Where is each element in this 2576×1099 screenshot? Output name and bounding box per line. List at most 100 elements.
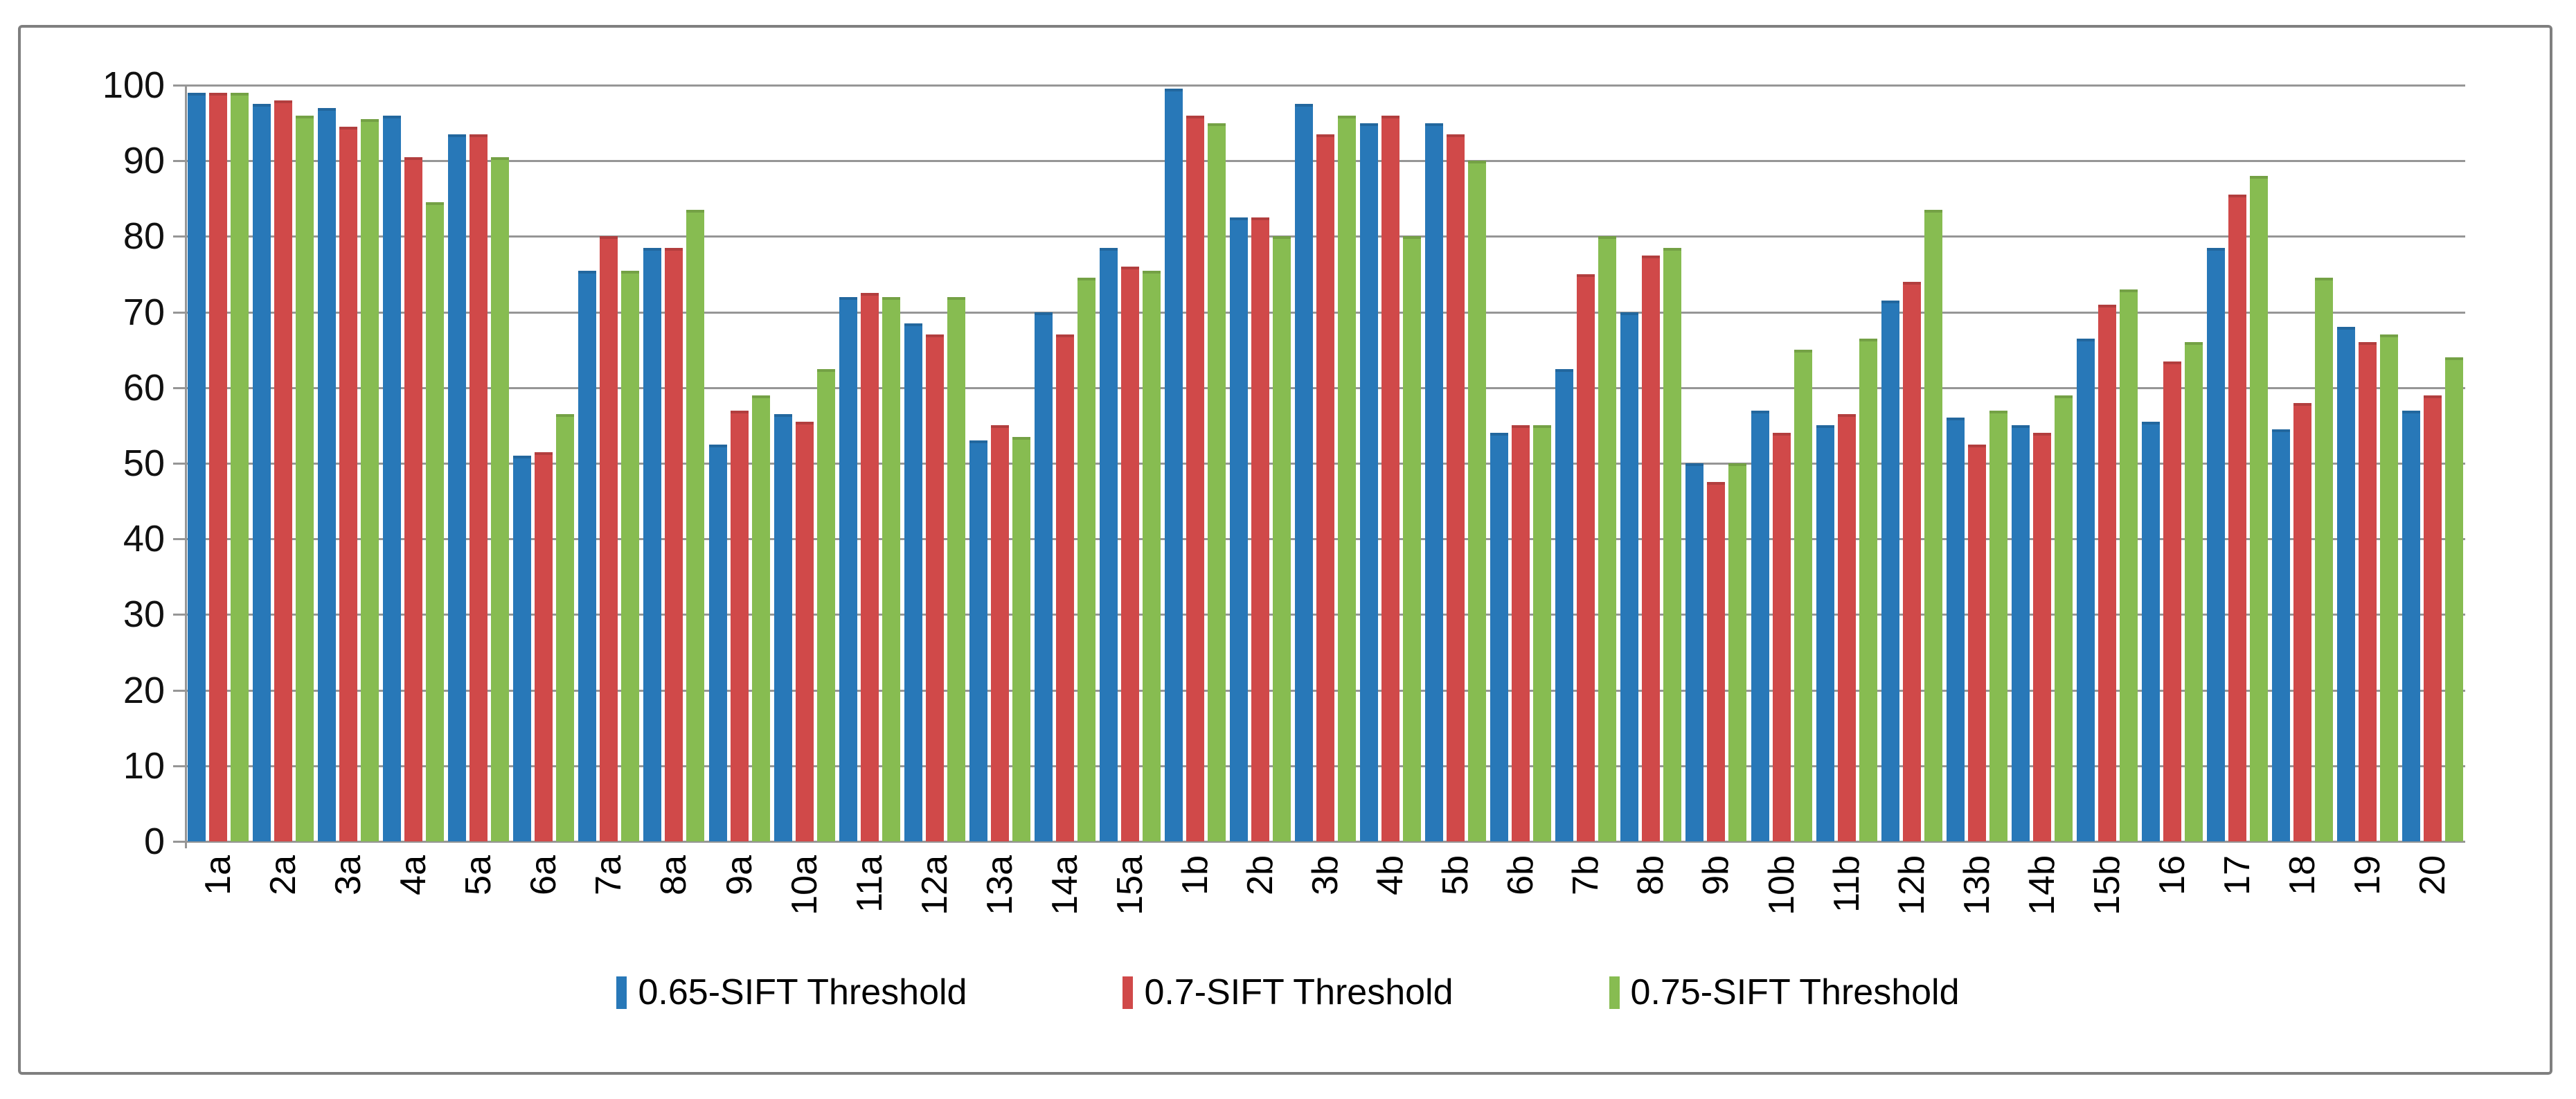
y-axis-tickmark (173, 386, 186, 389)
bar (773, 414, 792, 841)
bar (1207, 123, 1226, 841)
x-axis-cell: 14b (2010, 855, 2075, 945)
y-axis-tickmark (173, 614, 186, 616)
bar (665, 247, 683, 841)
x-axis-cell: 15b (2075, 855, 2140, 945)
x-axis-label: 1b (1174, 855, 1215, 895)
x-axis-label: 12a (914, 855, 955, 915)
x-axis-label: 1a (198, 855, 239, 895)
bar (2424, 395, 2442, 841)
bar-group-10a (772, 85, 837, 841)
bar (1924, 210, 1942, 841)
bar (1490, 433, 1509, 841)
bar-group-18 (2270, 85, 2335, 841)
bar (1794, 350, 1812, 841)
bar (1077, 278, 1095, 841)
bar-group-10b (1749, 85, 1814, 841)
bar (708, 444, 727, 841)
bar (2054, 395, 2073, 841)
x-axis-cell: 1b (1163, 855, 1228, 945)
bar-group-1a (186, 85, 251, 841)
x-axis-cell: 1a (186, 855, 251, 945)
bar (1447, 134, 1465, 841)
y-axis-line (185, 85, 187, 848)
x-axis-label: 6b (1501, 855, 1541, 895)
bar (1055, 334, 1074, 841)
bar-group-16 (2140, 85, 2205, 841)
bar (1316, 134, 1335, 841)
x-axis-cell: 2a (251, 855, 316, 945)
x-axis-labels: 1a 2a 3a 4a 5a 6a 7a 8a 9a 10a 11a 12a 13a 14a 15a 1b 2b… (186, 855, 2465, 945)
bar (839, 296, 857, 841)
bar (1555, 368, 1574, 841)
x-axis-label: 4b (1370, 855, 1411, 895)
bar-group-8b (1618, 85, 1683, 841)
legend-swatch-icon (616, 976, 627, 1009)
bar (469, 134, 488, 841)
bar (2249, 176, 2268, 841)
x-axis-label: 9b (1696, 855, 1737, 895)
bar (1273, 236, 1291, 841)
bar (188, 92, 206, 841)
x-axis-cell: 20 (2400, 855, 2465, 945)
bar (1295, 104, 1314, 841)
x-axis-cell: 12b (1879, 855, 1944, 945)
bar (535, 452, 553, 841)
bar (2032, 433, 2051, 841)
bar (339, 127, 358, 841)
x-axis-label: 17 (2217, 855, 2257, 895)
x-axis-cell: 6b (1488, 855, 1553, 945)
legend: 0.65-SIFT Threshold 0.7-SIFT Threshold 0.7… (0, 961, 2576, 1024)
y-axis-label: 50 (123, 443, 165, 484)
x-axis-label: 7a (589, 855, 629, 895)
bar-group-4b (1358, 85, 1423, 841)
x-axis-label: 8b (1631, 855, 1672, 895)
y-axis-tickmark (173, 160, 186, 163)
x-axis-label: 20 (2413, 855, 2453, 895)
x-axis-cell: 4b (1358, 855, 1423, 945)
bar (1403, 236, 1422, 841)
bar (2272, 429, 2291, 841)
bar (491, 157, 510, 841)
bar (1577, 274, 1595, 841)
y-axis-label: 10 (123, 744, 165, 787)
bar (2098, 304, 2116, 841)
bar-group-2a (251, 85, 316, 841)
legend-swatch-icon (1609, 976, 1620, 1009)
x-axis-label: 8a (654, 855, 695, 895)
bar (1468, 161, 1487, 841)
x-axis-label: 3b (1305, 855, 1346, 895)
bar (231, 92, 249, 841)
x-axis-label: 15b (2086, 855, 2127, 915)
x-axis-label: 9a (719, 855, 760, 895)
bar-group-20 (2400, 85, 2465, 841)
bar (1381, 115, 1400, 841)
bar-group-9b (1683, 85, 1748, 841)
bar-group-13b (1944, 85, 2010, 841)
y-axis-label: 80 (123, 215, 165, 258)
bar-group-7b (1553, 85, 1618, 841)
bar (1946, 418, 1965, 841)
bar (1360, 123, 1379, 841)
bar (969, 440, 987, 841)
y-axis-tickmark (173, 765, 186, 767)
bar (383, 115, 402, 841)
bar (1425, 123, 1444, 841)
x-axis-label: 11a (849, 855, 890, 913)
bar (1772, 433, 1791, 841)
bar (296, 115, 314, 841)
bar (730, 410, 749, 841)
bar (253, 104, 271, 841)
x-axis-cell: 4a (381, 855, 446, 945)
bar (1034, 312, 1053, 841)
x-axis-label: 5b (1435, 855, 1476, 895)
bar (1164, 89, 1183, 841)
bar (1230, 217, 1249, 841)
bar (578, 270, 597, 841)
bar-group-7a (576, 85, 641, 841)
x-axis-label: 10a (784, 855, 825, 915)
bar (643, 247, 662, 841)
bar (1338, 115, 1357, 841)
x-axis-cell: 14a (1032, 855, 1098, 945)
